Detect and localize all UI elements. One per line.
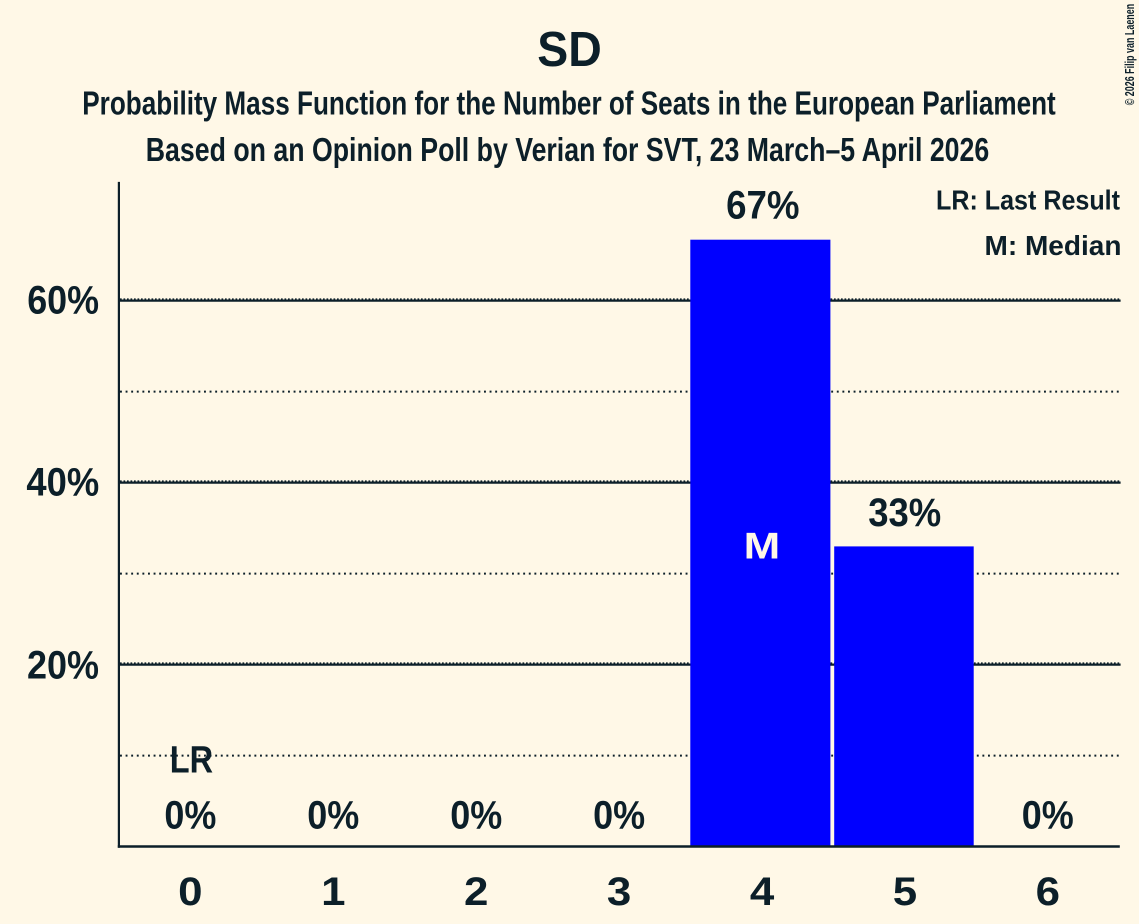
svg-text:0%: 0% — [1022, 794, 1074, 838]
svg-text:3: 3 — [607, 870, 631, 914]
svg-text:0%: 0% — [450, 794, 502, 838]
svg-text:LR: Last Result: LR: Last Result — [936, 184, 1120, 215]
svg-text:LR: LR — [170, 739, 213, 781]
svg-text:40%: 40% — [26, 461, 99, 505]
svg-text:Probability Mass Function for: Probability Mass Function for the Number… — [82, 84, 1056, 121]
svg-text:0%: 0% — [307, 794, 359, 838]
svg-text:1: 1 — [321, 870, 345, 914]
svg-text:0%: 0% — [164, 794, 216, 838]
svg-text:Based on an Opinion Poll by Ve: Based on an Opinion Poll by Verian for S… — [146, 131, 990, 168]
svg-text:2: 2 — [464, 870, 488, 914]
svg-text:33%: 33% — [868, 491, 941, 535]
svg-text:5: 5 — [893, 870, 917, 914]
svg-text:4: 4 — [750, 870, 775, 914]
svg-text:© 2026 Filip van Laenen: © 2026 Filip van Laenen — [1123, 4, 1137, 106]
svg-text:20%: 20% — [27, 643, 99, 687]
svg-text:0%: 0% — [593, 794, 645, 838]
svg-text:M: M — [744, 526, 781, 567]
svg-text:6: 6 — [1036, 870, 1060, 914]
svg-text:0: 0 — [178, 870, 202, 914]
svg-text:SD: SD — [537, 23, 602, 77]
svg-text:60%: 60% — [27, 278, 99, 322]
svg-text:M: Median: M: Median — [985, 230, 1122, 261]
svg-text:67%: 67% — [726, 184, 799, 228]
